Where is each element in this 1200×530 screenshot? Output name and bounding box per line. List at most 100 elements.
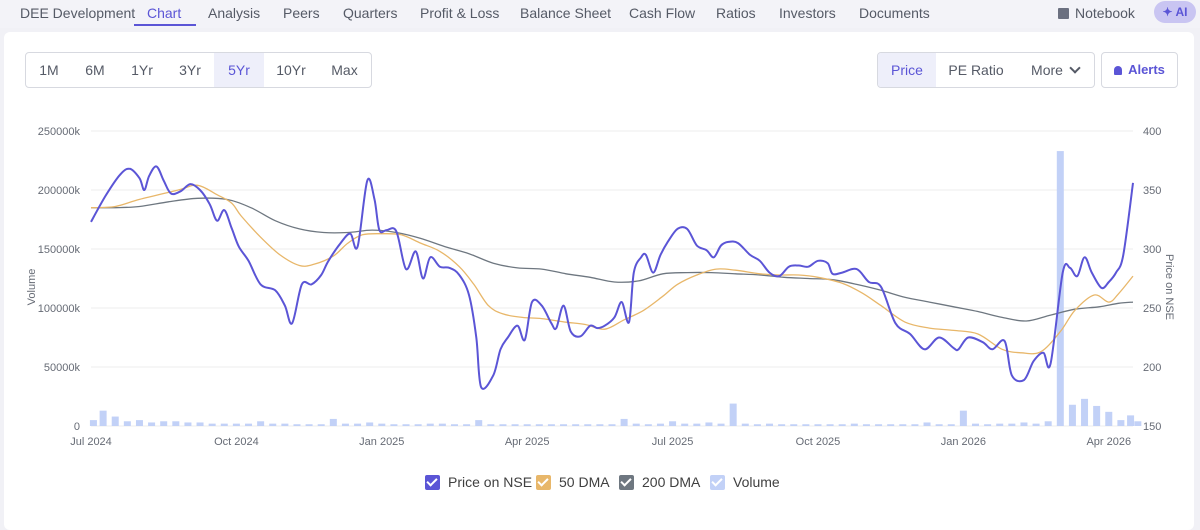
volume-bar [911,424,919,426]
volume-bar [475,420,483,426]
volume-bar [535,424,543,426]
volume-bar [984,424,992,426]
period-max-button[interactable]: Max [331,62,358,78]
volume-bar [511,424,519,426]
y-right-tick-label: 250 [1143,303,1161,315]
tab-peers[interactable]: Peers [283,5,320,21]
volume-bar [572,424,580,426]
legend-volume-label: Volume [733,474,780,490]
metric-price-button[interactable]: Price [878,53,936,87]
volume-bar [620,418,628,426]
chart-lines [90,165,1134,390]
period-10yr-button[interactable]: 10Yr [276,62,306,78]
volume-bar [632,423,640,426]
ai-button[interactable]: ✦ AI [1154,1,1196,23]
volume-bar [341,423,349,426]
y-left-tick-label: 100000k [38,303,81,315]
y-left-tick-label: 0 [74,421,80,433]
volume-bar [1081,398,1089,426]
active-tab-underline [134,24,196,26]
volume-bar [1117,420,1125,426]
tab-cash-flow[interactable]: Cash Flow [629,5,696,21]
x-tick-label: Apr 2026 [1086,436,1131,448]
volume-bar [305,424,313,426]
dma50-line [90,184,1134,355]
tab-ratios[interactable]: Ratios [716,5,756,21]
volume-bar [778,424,786,426]
period-1yr-button[interactable]: 1Yr [131,62,153,78]
metric-selector: Price PE Ratio More [877,52,1095,88]
y-right-tick-label: 350 [1143,185,1161,197]
alerts-button[interactable]: Alerts [1101,52,1178,88]
checkbox-icon [425,475,440,490]
metric-pe-ratio-button[interactable]: PE Ratio [948,62,1004,78]
checkbox-icon [536,475,551,490]
y-right-tick-label: 400 [1143,126,1161,138]
volume-bar [996,423,1004,426]
legend-200dma[interactable]: 200 DMA [619,474,700,494]
volume-bar [293,424,301,426]
legend-price[interactable]: Price on NSE [425,474,532,494]
period-6m-button[interactable]: 6M [85,62,105,78]
tab-company[interactable]: DEE Development [20,5,136,21]
volume-bar [438,423,446,426]
volume-bars [89,151,1142,426]
volume-bar [959,410,967,426]
volume-bar [802,424,810,426]
period-3yr-button[interactable]: 3Yr [179,62,201,78]
notebook-button[interactable]: Notebook [1058,5,1135,21]
tab-chart[interactable]: Chart [147,5,182,21]
tab-investors[interactable]: Investors [779,5,836,21]
volume-bar [1134,421,1142,426]
tab-profit-loss[interactable]: Profit & Loss [420,5,500,21]
volume-bar [220,423,228,426]
volume-bar [1044,421,1052,426]
price-line [90,165,1134,390]
checkbox-icon [619,475,634,490]
volume-bar [814,424,822,426]
top-navigation [0,0,1200,28]
legend-50dma[interactable]: 50 DMA [536,474,610,494]
volume-bar [766,423,774,426]
x-tick-label: Jan 2026 [941,436,986,448]
volume-bar [463,424,471,426]
volume-bar [426,423,434,426]
volume-bar [753,424,761,426]
volume-bar [681,423,689,426]
volume-bar [148,422,156,426]
tab-balance-sheet[interactable]: Balance Sheet [520,5,612,21]
period-1m-button[interactable]: 1M [39,62,59,78]
y-right-tick-label: 200 [1143,362,1161,374]
volume-bar [875,424,883,426]
volume-bar [1008,423,1016,426]
volume-bar [390,424,398,426]
volume-bar [790,424,798,426]
volume-bar [523,424,531,426]
more-dropdown[interactable]: More [1016,53,1094,87]
period-5yr-button[interactable]: 5Yr [214,53,264,87]
volume-bar [971,423,979,426]
volume-bar [1020,422,1028,426]
y-left-tick-label: 200000k [38,185,81,197]
volume-bar [123,421,131,426]
volume-bar [196,422,204,426]
volume-bar [1093,405,1101,426]
legend-price-label: Price on NSE [448,474,533,490]
y-left-axis-title: Volume [26,269,38,306]
x-tick-label: Oct 2025 [796,436,841,448]
volume-bar [366,422,374,426]
volume-bar [826,424,834,426]
period-selector: 1M 6M 1Yr 3Yr 5Yr 10Yr Max [25,52,372,88]
tab-analysis[interactable]: Analysis [208,5,261,21]
tab-quarters[interactable]: Quarters [343,5,398,21]
x-tick-label: Jan 2025 [359,436,404,448]
y-left-tick-label: 250000k [38,126,81,138]
volume-bar [887,424,895,426]
legend-volume[interactable]: Volume [710,474,780,494]
tab-documents[interactable]: Documents [859,5,930,21]
volume-bar [1105,411,1113,426]
volume-bar [184,422,192,426]
volume-bar [402,424,410,426]
legend-200dma-label: 200 DMA [642,474,701,490]
volume-bar [414,424,422,426]
